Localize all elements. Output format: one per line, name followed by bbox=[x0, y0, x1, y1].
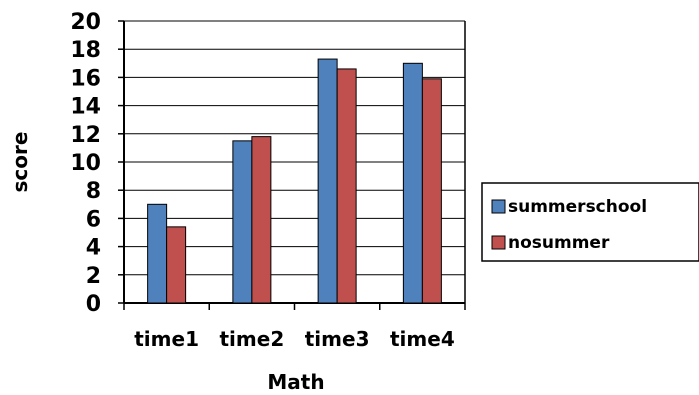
y-tick-label: 20 bbox=[70, 10, 101, 35]
y-tick-labels: 0 2 4 6 8 10 12 14 16 18 20 bbox=[70, 10, 101, 317]
y-tick-label: 14 bbox=[70, 95, 101, 120]
bar-summerschool-time4 bbox=[402, 62, 423, 304]
y-tick-label: 16 bbox=[70, 66, 101, 91]
y-tick-label: 2 bbox=[86, 264, 101, 289]
bar-nosummer-time3 bbox=[336, 68, 357, 304]
legend-box bbox=[481, 182, 699, 262]
x-category-labels: time1 time2 time3 time4 bbox=[134, 327, 455, 351]
bar-nosummer-time4 bbox=[421, 78, 442, 304]
y-axis-title: score bbox=[8, 132, 32, 193]
bar-summerschool-time1 bbox=[147, 203, 168, 304]
bar-nosummer-time2 bbox=[251, 136, 272, 304]
x-category-label: time3 bbox=[305, 327, 370, 351]
y-tick-label: 12 bbox=[70, 123, 101, 148]
x-category-label: time1 bbox=[134, 327, 199, 351]
bar-summerschool-time2 bbox=[232, 140, 253, 304]
bars bbox=[147, 58, 442, 304]
legend-swatch-summerschool bbox=[491, 199, 506, 214]
y-tick-label: 4 bbox=[86, 236, 101, 261]
y-tick-label: 8 bbox=[86, 179, 101, 204]
y-tick-label: 18 bbox=[70, 38, 101, 63]
bar-nosummer-time1 bbox=[166, 226, 187, 304]
y-tick-label: 6 bbox=[86, 207, 101, 232]
legend-label-nosummer: nosummer bbox=[508, 233, 610, 253]
legend-label-summerschool: summerschool bbox=[508, 197, 647, 217]
x-category-label: time4 bbox=[390, 327, 455, 351]
y-tick-label: 10 bbox=[70, 151, 101, 176]
x-axis-title: Math bbox=[267, 370, 324, 394]
y-tick-label: 0 bbox=[86, 292, 101, 317]
bar-summerschool-time3 bbox=[317, 58, 338, 304]
legend: summerschool nosummer bbox=[481, 182, 699, 262]
legend-swatch-nosummer bbox=[491, 235, 506, 250]
x-category-label: time2 bbox=[220, 327, 285, 351]
